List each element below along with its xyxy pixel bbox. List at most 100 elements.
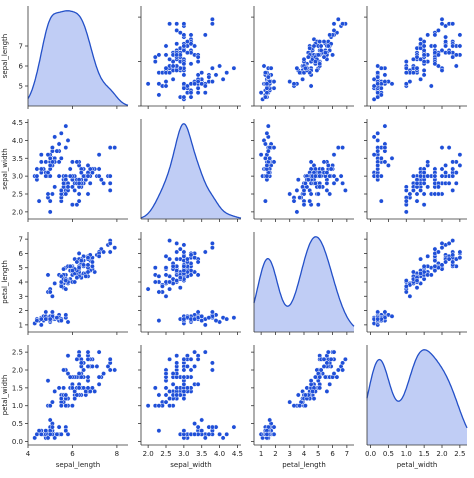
scatter-point — [89, 363, 95, 369]
panel-petal_width-vs-sepal_width: 2.0 2.5 3.0 3.5 4.0 4.5 — [138, 345, 243, 458]
scatter-point — [271, 424, 277, 430]
scatter-point — [291, 403, 297, 409]
x-axis-label-sepal_length: sepal_length — [56, 461, 100, 469]
scatter-point — [63, 145, 69, 151]
scatter-point — [295, 392, 301, 398]
panel-petal_length-vs-petal_width — [364, 232, 467, 335]
scatter-point — [338, 173, 344, 179]
scatter-point — [314, 67, 320, 73]
scatter-point — [47, 155, 53, 161]
scatter-point — [307, 45, 313, 51]
scatter-point — [322, 50, 328, 56]
scatter-point — [315, 202, 321, 208]
scatter-point — [428, 272, 434, 278]
y-tick-label: 4.0 — [12, 137, 23, 145]
scatter-point — [69, 403, 75, 409]
scatter-point — [378, 85, 384, 91]
scatter-point — [101, 249, 107, 255]
scatter-point — [43, 428, 49, 434]
scatter-point — [403, 70, 409, 76]
scatter-point — [382, 123, 388, 129]
scatter-point — [321, 39, 327, 45]
scatter-point — [49, 309, 55, 315]
scatter-point — [414, 191, 420, 197]
scatter-point — [181, 367, 187, 373]
scatter-point — [224, 316, 230, 322]
scatter-point — [65, 184, 71, 190]
scatter-point — [195, 356, 201, 362]
scatter-point — [163, 293, 169, 299]
scatter-point — [335, 145, 341, 151]
y-tick-label: 1.5 — [12, 384, 23, 392]
scatter-point — [85, 191, 91, 197]
scatter-point — [184, 50, 190, 56]
scatter-point — [410, 56, 416, 62]
panel-petal_width-vs-petal_width: 0.0 0.5 1.0 1.5 2.0 2.5 — [365, 345, 468, 458]
scatter-point — [220, 435, 226, 441]
scatter-point — [378, 155, 384, 161]
scatter-point — [202, 90, 208, 96]
scatter-point — [220, 76, 226, 82]
y-tick-label: 6 — [19, 250, 24, 258]
scatter-point — [432, 263, 438, 269]
scatter-point — [188, 41, 194, 47]
scatter-point — [36, 198, 42, 204]
scatter-point — [167, 256, 173, 262]
scatter-point — [61, 367, 67, 373]
scatter-point — [195, 309, 201, 315]
scatter-point — [418, 56, 424, 62]
scatter-point — [209, 367, 215, 373]
panel-sepal_length-vs-sepal_length: 5 6 7 — [19, 6, 129, 109]
scatter-point — [310, 388, 316, 394]
x-tick-label: 6 — [330, 450, 335, 458]
scatter-point — [67, 374, 73, 380]
scatter-point — [450, 21, 456, 27]
scatter-point — [371, 134, 377, 140]
scatter-point — [32, 435, 38, 441]
scatter-point — [209, 424, 215, 430]
scatter-point — [167, 286, 173, 292]
scatter-point — [96, 349, 102, 355]
scatter-point — [375, 81, 381, 87]
scatter-point — [327, 381, 333, 387]
scatter-point — [89, 259, 95, 265]
scatter-point — [34, 431, 40, 437]
scatter-point — [170, 263, 176, 269]
scatter-point — [414, 180, 420, 186]
scatter-point — [58, 187, 64, 193]
scatter-point — [267, 155, 273, 161]
scatter-point — [181, 21, 187, 27]
scatter-point — [199, 313, 205, 319]
scatter-point — [65, 431, 71, 437]
scatter-point — [217, 63, 223, 69]
scatter-point — [375, 94, 381, 100]
x-tick-label: 5 — [316, 450, 320, 458]
scatter-point — [327, 191, 333, 197]
scatter-point — [302, 180, 308, 186]
scatter-point — [271, 85, 277, 91]
x-tick-label: 4 — [302, 450, 307, 458]
scatter-point — [389, 313, 395, 319]
scatter-point — [453, 180, 459, 186]
scatter-point — [213, 318, 219, 324]
scatter-point — [156, 289, 162, 295]
scatter-point — [403, 278, 409, 284]
scatter-point — [318, 43, 324, 49]
scatter-point — [317, 184, 323, 190]
scatter-point — [271, 145, 277, 151]
scatter-point — [156, 92, 162, 98]
scatter-point — [439, 47, 445, 53]
scatter-point — [308, 159, 314, 165]
scatter-point — [65, 319, 71, 325]
scatter-point — [188, 90, 194, 96]
scatter-point — [318, 47, 324, 53]
scatter-point — [107, 180, 113, 186]
scatter-point — [47, 209, 53, 215]
scatter-point — [258, 152, 264, 158]
scatter-point — [85, 262, 91, 268]
scatter-point — [457, 43, 463, 49]
scatter-point — [414, 198, 420, 204]
panel-petal_length-vs-sepal_length: 1 2 3 4 5 6 7 — [19, 232, 128, 335]
x-axis-label-sepal_width: sepal_width — [170, 461, 211, 469]
scatter-point — [67, 166, 73, 172]
